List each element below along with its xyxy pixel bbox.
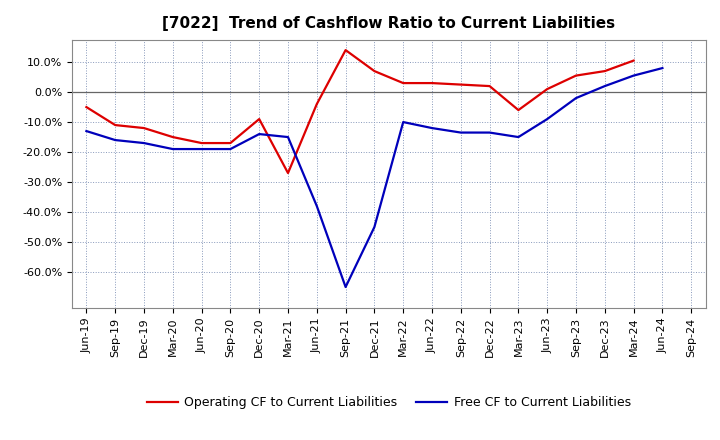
Title: [7022]  Trend of Cashflow Ratio to Current Liabilities: [7022] Trend of Cashflow Ratio to Curren…: [162, 16, 616, 32]
Operating CF to Current Liabilities: [168, 135, 177, 140]
Operating CF to Current Liabilities: [456, 82, 465, 87]
Legend: Operating CF to Current Liabilities, Free CF to Current Liabilities: Operating CF to Current Liabilities, Fre…: [142, 392, 636, 414]
Operating CF to Current Liabilities: [514, 107, 523, 113]
Free CF to Current Liabilities: [341, 284, 350, 290]
Operating CF to Current Liabilities: [428, 81, 436, 86]
Free CF to Current Liabilities: [226, 147, 235, 152]
Free CF to Current Liabilities: [140, 140, 148, 146]
Operating CF to Current Liabilities: [197, 140, 206, 146]
Line: Operating CF to Current Liabilities: Operating CF to Current Liabilities: [86, 50, 634, 173]
Free CF to Current Liabilities: [197, 147, 206, 152]
Free CF to Current Liabilities: [543, 117, 552, 122]
Free CF to Current Liabilities: [255, 132, 264, 137]
Free CF to Current Liabilities: [399, 119, 408, 125]
Operating CF to Current Liabilities: [255, 117, 264, 122]
Free CF to Current Liabilities: [168, 147, 177, 152]
Operating CF to Current Liabilities: [111, 122, 120, 128]
Operating CF to Current Liabilities: [82, 104, 91, 110]
Operating CF to Current Liabilities: [284, 170, 292, 176]
Free CF to Current Liabilities: [456, 130, 465, 135]
Operating CF to Current Liabilities: [370, 69, 379, 74]
Operating CF to Current Liabilities: [140, 125, 148, 131]
Operating CF to Current Liabilities: [572, 73, 580, 78]
Free CF to Current Liabilities: [629, 73, 638, 78]
Operating CF to Current Liabilities: [543, 86, 552, 92]
Operating CF to Current Liabilities: [226, 140, 235, 146]
Operating CF to Current Liabilities: [485, 84, 494, 89]
Operating CF to Current Liabilities: [600, 69, 609, 74]
Free CF to Current Liabilities: [572, 95, 580, 101]
Operating CF to Current Liabilities: [341, 48, 350, 53]
Operating CF to Current Liabilities: [399, 81, 408, 86]
Free CF to Current Liabilities: [111, 137, 120, 143]
Free CF to Current Liabilities: [370, 224, 379, 230]
Free CF to Current Liabilities: [600, 84, 609, 89]
Operating CF to Current Liabilities: [312, 102, 321, 107]
Free CF to Current Liabilities: [428, 125, 436, 131]
Free CF to Current Liabilities: [485, 130, 494, 135]
Free CF to Current Liabilities: [312, 203, 321, 209]
Line: Free CF to Current Liabilities: Free CF to Current Liabilities: [86, 68, 662, 287]
Operating CF to Current Liabilities: [629, 58, 638, 63]
Free CF to Current Liabilities: [514, 135, 523, 140]
Free CF to Current Liabilities: [82, 128, 91, 134]
Free CF to Current Liabilities: [284, 135, 292, 140]
Free CF to Current Liabilities: [658, 66, 667, 71]
